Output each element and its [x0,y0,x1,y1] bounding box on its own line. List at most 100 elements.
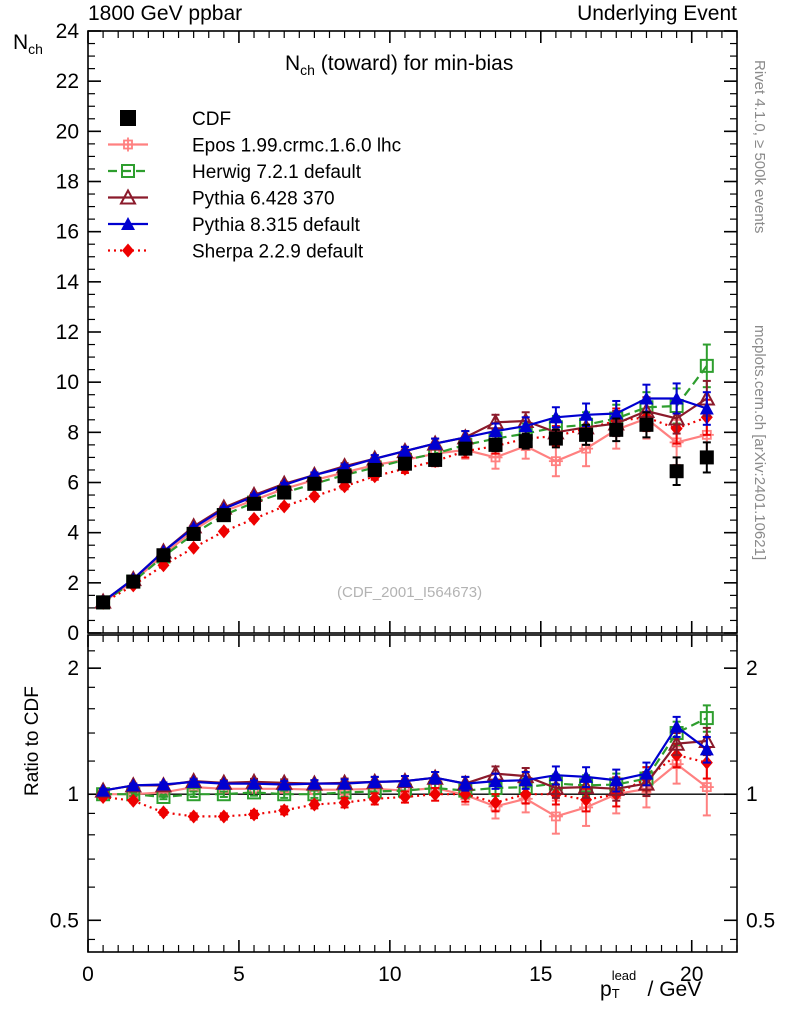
yaxis-label-sub: ch [28,41,43,58]
xaxis-label-sup: lead [611,968,637,983]
data-marker [397,456,412,471]
data-marker [488,437,503,452]
data-marker [609,422,624,437]
data-marker [157,805,170,820]
data-marker [217,809,230,824]
data-marker [187,540,200,555]
xaxis-label-sub: T [611,986,620,1001]
data-marker [127,793,140,808]
data-marker [367,774,382,788]
data-marker [308,797,321,812]
data-marker [121,164,135,178]
data-marker [429,787,442,802]
data-marker [580,792,593,807]
main-ytick-label: 6 [67,472,79,495]
ratio-ytick-label: 1 [67,783,79,806]
data-marker [367,451,382,465]
data-marker [639,391,654,405]
data-marker [428,436,443,450]
main-ytick-label: 18 [56,171,79,194]
data-marker [519,787,532,802]
legend-label-0: CDF [192,109,231,130]
ratio-ytick-label: 2 [746,657,758,680]
data-marker [548,410,563,424]
data-marker [247,496,262,511]
xtick-label: 15 [529,963,552,986]
main-subtitle: Nch (toward) for min-bias [285,52,513,78]
data-marker [398,789,411,804]
data-marker [518,434,533,449]
data-marker [119,188,137,205]
series-line-sherpa [102,753,708,818]
ratio-ytick-label: 0.5 [746,909,775,932]
data-marker [337,469,352,484]
header-right: Underlying Event [577,2,737,25]
main-ytick-label: 10 [56,371,79,394]
yaxis-label-base: N [13,31,29,54]
data-marker [186,774,201,788]
data-marker [308,489,321,504]
data-marker [609,406,624,420]
data-marker [669,464,684,479]
data-marker [458,430,473,444]
data-marker [579,427,594,442]
subtitle-rest: (toward) for min-bias [314,52,514,75]
main-ytick-label: 16 [56,221,79,244]
data-marker [278,803,291,818]
data-marker [518,773,533,787]
legend-label-5: Sherpa 2.2.9 default [192,242,364,263]
data-marker [96,783,111,797]
data-marker [669,391,684,405]
data-marker [156,777,171,791]
xtick-label: 20 [680,963,703,986]
main-ytick-label: 14 [56,271,80,294]
main-ytick-label: 2 [67,572,79,595]
legend-label-2: Herwig 7.2.1 default [192,162,362,183]
data-marker [669,719,684,733]
main-panel-frame [87,30,738,634]
data-marker [518,419,533,433]
main-ytick-label: 0 [67,622,79,645]
data-marker [248,807,261,822]
data-marker [186,787,201,802]
data-marker [277,777,292,791]
data-marker [639,766,654,780]
ratio-panel-frame [87,634,738,953]
main-ytick-label: 4 [67,522,79,545]
data-marker [458,441,473,456]
data-marker [247,776,262,790]
xtick-label: 0 [82,963,94,986]
data-marker [609,773,624,787]
data-marker [121,217,135,230]
data-marker [699,401,714,415]
data-marker [699,742,714,756]
xaxis-label: p lead T / GeV [600,968,701,1002]
data-marker [216,776,231,790]
subtitle-base: N [285,52,301,75]
data-marker [156,548,171,563]
data-marker [699,711,714,726]
data-marker [699,358,714,373]
data-marker [397,444,412,458]
data-marker [488,774,503,788]
data-marker [428,770,443,784]
main-ytick-label: 22 [56,70,79,93]
ratio-ytick-label: 0.5 [50,909,79,932]
data-marker [186,526,201,541]
data-marker [338,795,351,810]
data-marker [122,243,134,258]
data-marker [548,431,563,446]
legend-label-3: Pythia 6.428 370 [192,189,335,210]
data-marker [216,508,231,523]
analysis-watermark: (CDF_2001_I564673) [337,584,483,601]
data-marker [637,774,656,791]
data-marker [368,791,381,806]
main-ytick-label: 8 [67,421,79,444]
data-marker [639,417,654,432]
xaxis-label-base: p [600,978,612,1001]
data-marker [367,462,382,477]
data-marker [547,778,565,795]
data-marker [307,776,322,790]
subtitle-sub: ch [300,62,315,79]
